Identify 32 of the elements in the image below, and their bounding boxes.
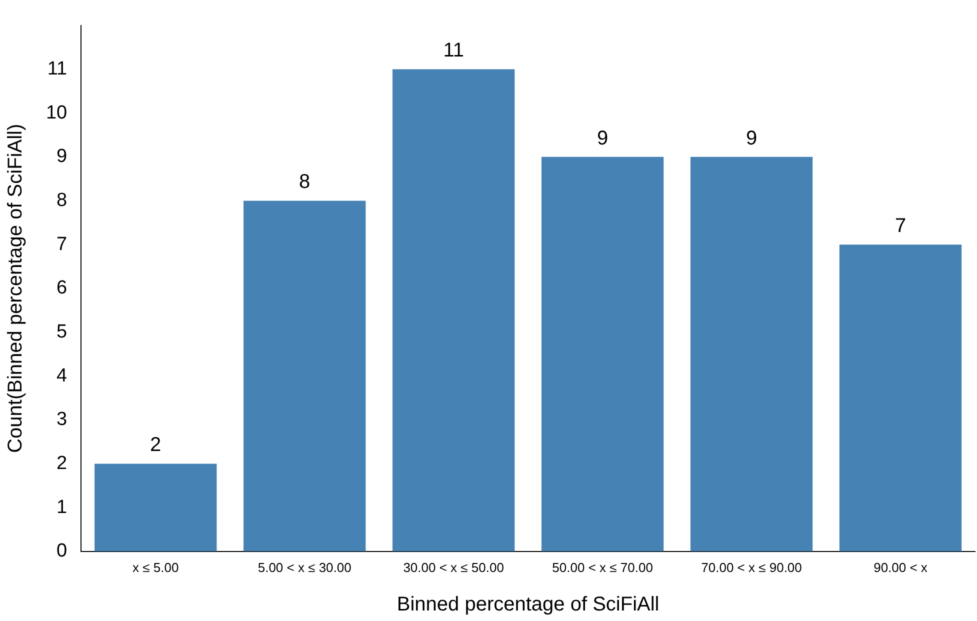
y-tick-label: 4 — [56, 365, 68, 386]
x-tick-label: 70.00 < x ≤ 90.00 — [701, 560, 802, 575]
bar — [244, 200, 366, 552]
bar — [690, 156, 813, 552]
y-tick-label: 2 — [56, 452, 68, 474]
y-tick-label: 8 — [56, 190, 68, 211]
y-tick-label: 6 — [56, 278, 68, 299]
y-tick-label: 5 — [56, 321, 68, 342]
bar — [94, 464, 217, 552]
bar — [541, 156, 664, 552]
data-label: 7 — [894, 215, 906, 238]
y-tick-label: 0 — [56, 540, 68, 562]
y-axis-title: Count(Binned percentage of SciFiAll) — [4, 124, 27, 453]
x-tick-label: x ≤ 5.00 — [132, 560, 179, 575]
data-label: 9 — [596, 127, 608, 150]
y-tick-label: 1 — [56, 496, 68, 518]
y-tick-label: 11 — [47, 58, 68, 80]
x-tick-label: 5.00 < x ≤ 30.00 — [258, 560, 352, 575]
data-label: 8 — [299, 171, 310, 194]
y-tick-label: 7 — [56, 234, 68, 255]
x-tick-label: 90.00 < x — [874, 560, 928, 575]
y-tick-label: 3 — [56, 409, 68, 430]
bar — [392, 69, 515, 552]
x-tick-label: 30.00 < x ≤ 50.00 — [403, 560, 504, 575]
y-tick-label: 10 — [46, 102, 68, 124]
y-tick-label: 9 — [56, 146, 68, 168]
data-label: 9 — [746, 127, 758, 150]
data-label: 11 — [443, 40, 464, 62]
data-label: 2 — [150, 434, 162, 456]
bar — [839, 244, 962, 552]
x-axis-title: Binned percentage of SciFiAll — [396, 594, 660, 616]
x-tick-label: 50.00 < x ≤ 70.00 — [552, 560, 653, 575]
